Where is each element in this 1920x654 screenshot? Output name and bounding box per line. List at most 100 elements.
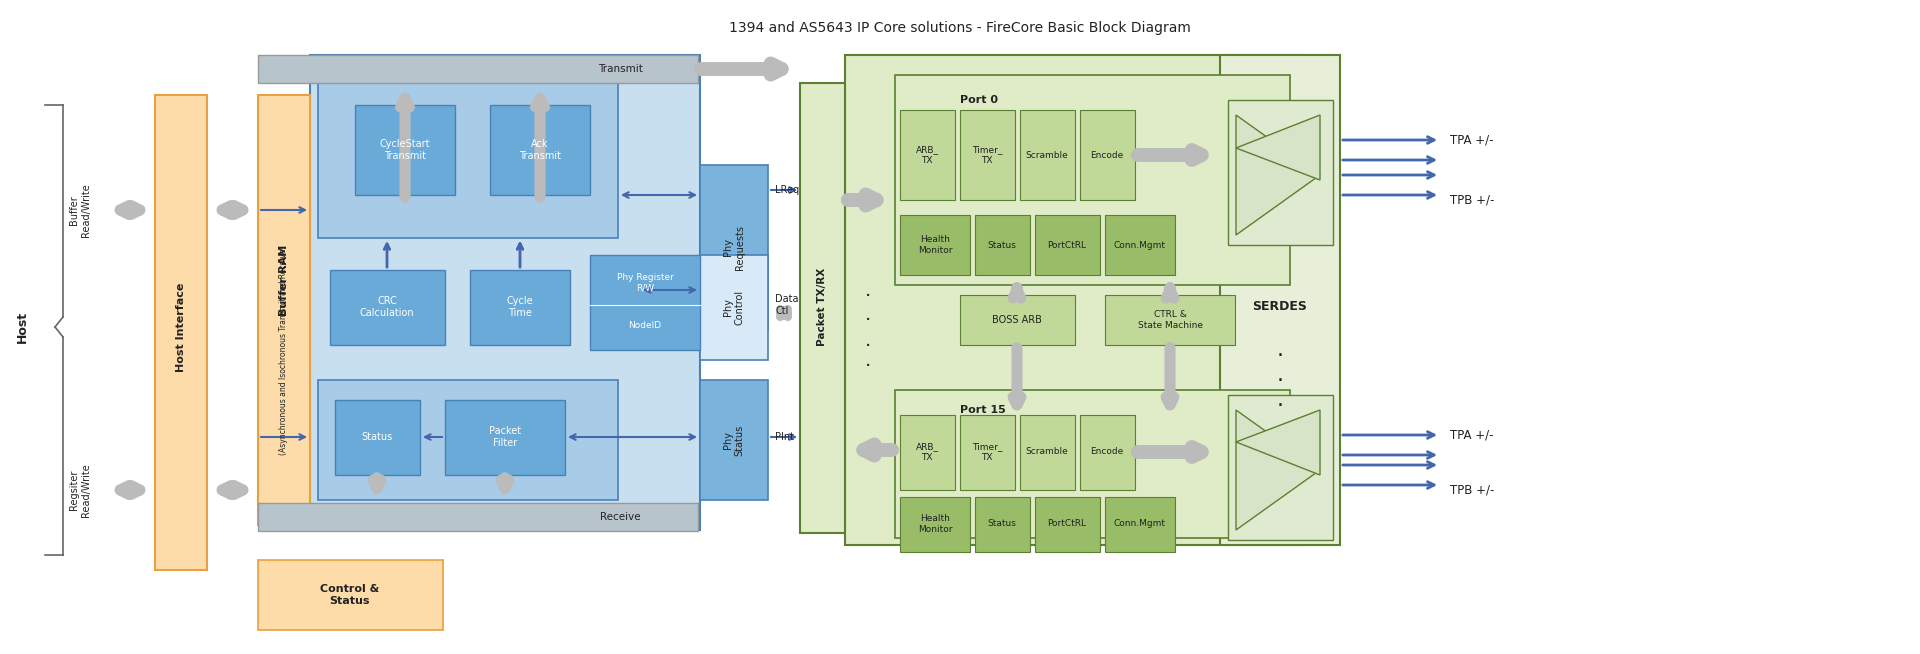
FancyBboxPatch shape: [1106, 295, 1235, 345]
Text: ARB_
TX: ARB_ TX: [916, 145, 939, 165]
Text: Cycle
Time: Cycle Time: [507, 296, 534, 318]
FancyBboxPatch shape: [257, 560, 444, 630]
FancyBboxPatch shape: [156, 95, 207, 570]
FancyBboxPatch shape: [701, 255, 768, 360]
Text: Conn.Mgmt: Conn.Mgmt: [1114, 241, 1165, 249]
FancyBboxPatch shape: [1035, 215, 1100, 275]
FancyBboxPatch shape: [1020, 110, 1075, 200]
Text: .: .: [864, 330, 872, 349]
FancyBboxPatch shape: [1229, 100, 1332, 245]
Text: Control &
Status: Control & Status: [321, 584, 380, 606]
Text: Health
Monitor: Health Monitor: [918, 514, 952, 534]
FancyBboxPatch shape: [701, 380, 768, 500]
Text: .: .: [864, 351, 872, 370]
Text: PInt: PInt: [776, 432, 795, 442]
Text: ARB_
TX: ARB_ TX: [916, 442, 939, 462]
Text: Regsiter
Read/Write: Regsiter Read/Write: [69, 463, 90, 517]
Text: Port 0: Port 0: [960, 95, 998, 105]
Text: TPA +/-: TPA +/-: [1450, 133, 1494, 146]
FancyBboxPatch shape: [960, 295, 1075, 345]
FancyBboxPatch shape: [257, 503, 699, 531]
Text: TPB +/-: TPB +/-: [1450, 483, 1494, 496]
Text: Status: Status: [361, 432, 392, 442]
FancyBboxPatch shape: [334, 400, 420, 475]
Text: Conn.Mgmt: Conn.Mgmt: [1114, 519, 1165, 528]
FancyBboxPatch shape: [1035, 497, 1100, 552]
Text: .: .: [1277, 365, 1283, 385]
FancyBboxPatch shape: [257, 95, 309, 525]
Text: Timer_
TX: Timer_ TX: [972, 145, 1002, 165]
Text: Receive: Receive: [599, 512, 639, 522]
Polygon shape: [1236, 410, 1321, 530]
Text: 1394 and AS5643 IP Core solutions - FireCore Basic Block Diagram: 1394 and AS5643 IP Core solutions - Fire…: [730, 21, 1190, 35]
FancyBboxPatch shape: [900, 110, 954, 200]
FancyBboxPatch shape: [309, 55, 701, 530]
FancyBboxPatch shape: [589, 255, 701, 350]
Text: Phy Register
R/W: Phy Register R/W: [616, 273, 674, 293]
Text: Timer_
TX: Timer_ TX: [972, 442, 1002, 462]
FancyBboxPatch shape: [1219, 55, 1340, 545]
FancyBboxPatch shape: [960, 415, 1016, 490]
FancyBboxPatch shape: [445, 400, 564, 475]
Text: Packet
Filter: Packet Filter: [490, 426, 520, 448]
FancyBboxPatch shape: [895, 75, 1290, 285]
FancyBboxPatch shape: [801, 83, 845, 533]
FancyBboxPatch shape: [975, 497, 1029, 552]
Text: Ack
Transmit: Ack Transmit: [518, 139, 561, 161]
Text: .: .: [1277, 340, 1283, 360]
FancyBboxPatch shape: [975, 215, 1029, 275]
FancyBboxPatch shape: [319, 380, 618, 500]
Text: TPA +/-: TPA +/-: [1450, 428, 1494, 441]
FancyBboxPatch shape: [1106, 497, 1175, 552]
Text: Scramble: Scramble: [1025, 150, 1068, 160]
FancyBboxPatch shape: [895, 390, 1290, 538]
Text: SERDES: SERDES: [1252, 300, 1308, 313]
Text: Phy
Status: Phy Status: [724, 424, 745, 456]
Text: (Asynchronous and Isochronous Transmit and Receive): (Asynchronous and Isochronous Transmit a…: [280, 245, 288, 455]
FancyBboxPatch shape: [1079, 415, 1135, 490]
FancyBboxPatch shape: [1079, 110, 1135, 200]
Text: .: .: [864, 281, 872, 300]
Text: Phy
Requests: Phy Requests: [724, 224, 745, 269]
FancyBboxPatch shape: [1229, 395, 1332, 540]
Text: Encode: Encode: [1091, 150, 1123, 160]
Text: Buffer
Read/Write: Buffer Read/Write: [69, 183, 90, 237]
Text: Health
Monitor: Health Monitor: [918, 235, 952, 254]
FancyBboxPatch shape: [900, 415, 954, 490]
Text: PortCtRL: PortCtRL: [1048, 241, 1087, 249]
FancyBboxPatch shape: [490, 105, 589, 195]
Polygon shape: [1236, 115, 1321, 235]
FancyBboxPatch shape: [900, 497, 970, 552]
Text: Packet TX/RX: Packet TX/RX: [818, 268, 828, 346]
Text: Encode: Encode: [1091, 447, 1123, 456]
FancyBboxPatch shape: [355, 105, 455, 195]
FancyBboxPatch shape: [330, 270, 445, 345]
FancyBboxPatch shape: [1020, 415, 1075, 490]
Text: TPB +/-: TPB +/-: [1450, 194, 1494, 207]
Text: Status: Status: [987, 241, 1016, 249]
Text: Data
Ctl: Data Ctl: [776, 294, 799, 316]
Text: .: .: [1277, 390, 1283, 410]
Text: LReq: LReq: [776, 185, 799, 195]
Text: Host: Host: [15, 311, 29, 343]
FancyBboxPatch shape: [257, 55, 699, 83]
FancyBboxPatch shape: [900, 215, 970, 275]
FancyBboxPatch shape: [960, 110, 1016, 200]
FancyBboxPatch shape: [1106, 215, 1175, 275]
Text: CTRL &
State Machine: CTRL & State Machine: [1137, 310, 1202, 330]
Text: Status: Status: [987, 519, 1016, 528]
Text: Transmit: Transmit: [597, 64, 643, 74]
Text: CRC
Calculation: CRC Calculation: [359, 296, 415, 318]
Polygon shape: [1236, 410, 1321, 475]
Polygon shape: [1236, 115, 1321, 180]
Text: BOSS ARB: BOSS ARB: [993, 315, 1043, 325]
Text: Scramble: Scramble: [1025, 447, 1068, 456]
Text: Buffer RAM: Buffer RAM: [278, 245, 290, 316]
FancyBboxPatch shape: [701, 165, 768, 330]
FancyBboxPatch shape: [470, 270, 570, 345]
Text: Port 15: Port 15: [960, 405, 1006, 415]
Text: Phy
Control: Phy Control: [724, 290, 745, 324]
Text: .: .: [864, 305, 872, 324]
Text: PortCtRL: PortCtRL: [1048, 519, 1087, 528]
FancyBboxPatch shape: [845, 55, 1306, 545]
